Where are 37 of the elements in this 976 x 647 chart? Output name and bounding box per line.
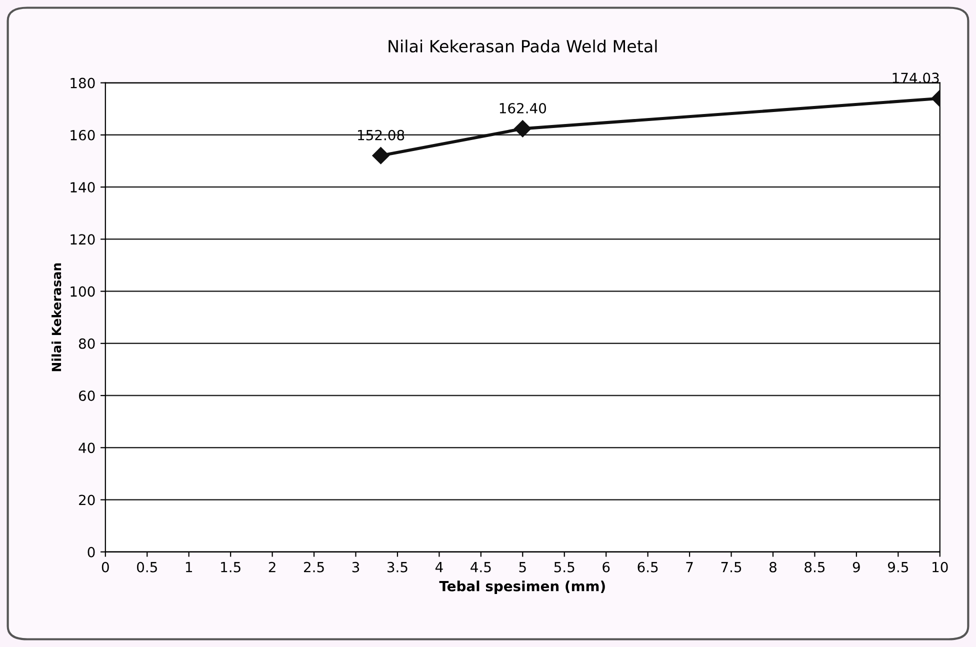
x-tick-label: 9: [852, 562, 860, 572]
y-tick-label: 140: [70, 182, 95, 193]
point: [514, 120, 532, 138]
x-tick-label: 6: [602, 562, 610, 572]
x-tick-label: 0.5: [137, 562, 157, 572]
x-tick-label: 0: [102, 562, 109, 572]
y-tick-label: 180: [70, 78, 95, 88]
x-tick-label: 4: [435, 562, 443, 572]
chart-title: Nilai Kekerasan Pada Weld Metal: [388, 40, 657, 52]
y-tick-label: 20: [79, 494, 95, 506]
data-label: 162.40: [500, 102, 546, 114]
x-tick-label: 7: [686, 562, 693, 572]
y-tick-label: 160: [70, 130, 95, 140]
x-tick-label: 2.5: [304, 562, 324, 572]
y-tick-label: 0: [88, 546, 95, 558]
y-tick-label: 60: [78, 390, 95, 402]
y-tick-label: 80: [78, 338, 95, 349]
x-tick-label: 2: [268, 562, 276, 572]
x-tick-label: 8.5: [804, 562, 825, 572]
x-tick-label: 7.5: [721, 562, 742, 572]
x-tick-label: 4.5: [470, 562, 491, 572]
y-tick-label: 100: [70, 286, 95, 297]
x-tick-label: 10: [932, 562, 948, 572]
x-tick-label: 9.5: [888, 562, 908, 572]
x-tick-label: 3.5: [387, 562, 408, 572]
y-axis-title: Nilai Kekerasan: [52, 263, 62, 372]
y-tick-label: 40: [78, 442, 95, 454]
point: [372, 147, 390, 164]
x-tick-label: 3: [352, 562, 360, 572]
y-tick-label: 120: [70, 234, 95, 245]
x-tick-label: 6.5: [638, 562, 658, 572]
x-tick-label: 1.5: [221, 562, 240, 572]
x-tick-label: 8: [770, 562, 776, 572]
x-tick-label: 5.5: [554, 562, 574, 572]
x-tick-label: 1: [186, 562, 192, 572]
x-tick-label: 5: [519, 562, 526, 572]
x-axis-title: Tebal spesimen (mm): [439, 580, 605, 594]
